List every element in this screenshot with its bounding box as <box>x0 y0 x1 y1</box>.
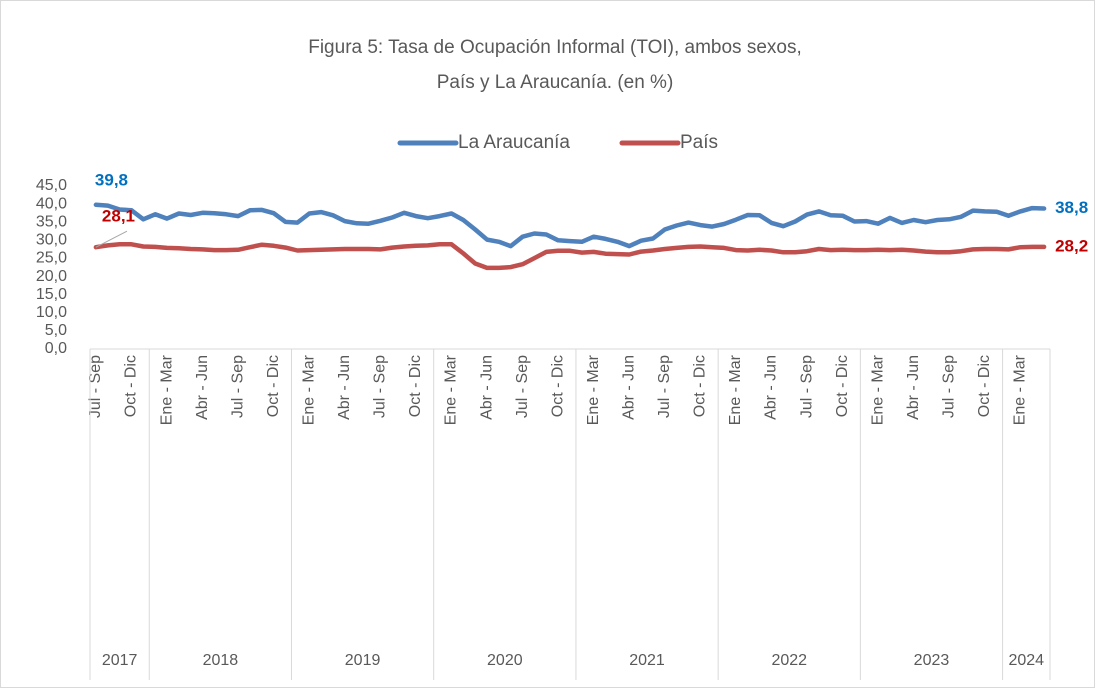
year-label: 2018 <box>203 652 239 669</box>
data-label: 39,8 <box>95 170 128 189</box>
y-tick-label: 40,0 <box>36 195 67 212</box>
year-label: 2023 <box>914 652 950 669</box>
x-tick-label: Abr - Jun <box>905 355 922 420</box>
x-tick-label: Jul - Sep <box>87 355 104 418</box>
x-tick-label: Oct - Dic <box>407 355 424 417</box>
y-tick-label: 25,0 <box>36 250 67 267</box>
x-tick-label: Oct - Dic <box>123 355 140 417</box>
legend-label: País <box>680 132 718 153</box>
x-tick-label: Ene - Mar <box>158 354 175 425</box>
series-line <box>93 202 1047 249</box>
y-tick-label: 35,0 <box>36 213 67 230</box>
x-tick-label: Oct - Dic <box>265 355 282 417</box>
y-tick-label: 10,0 <box>36 304 67 321</box>
year-label: 2022 <box>771 652 807 669</box>
leader-line <box>95 230 128 248</box>
year-label: 2024 <box>1008 652 1044 669</box>
x-tick-label: Oct - Dic <box>834 355 851 417</box>
y-tick-label: 5,0 <box>45 322 67 339</box>
year-label: 2017 <box>102 652 138 669</box>
chart-title: País y La Araucanía. (en %) <box>437 72 674 93</box>
x-tick-label: Abr - Jun <box>763 355 780 420</box>
x-tick-label: Jul - Sep <box>656 355 673 418</box>
y-tick-label: 0,0 <box>45 340 67 357</box>
x-tick-label: Abr - Jun <box>478 355 495 420</box>
x-tick-label: Jul - Sep <box>372 355 389 418</box>
x-tick-label: Oct - Dic <box>549 355 566 417</box>
data-label: 38,8 <box>1055 198 1088 217</box>
x-tick-label: Jul - Sep <box>229 355 246 418</box>
x-tick-label: Abr - Jun <box>194 355 211 420</box>
chart-title: Figura 5: Tasa de Ocupación Informal (TO… <box>308 37 802 58</box>
x-tick-label: Oct - Dic <box>976 355 993 417</box>
y-tick-label: 45,0 <box>36 177 67 194</box>
year-label: 2020 <box>487 652 523 669</box>
x-tick-label: Ene - Mar <box>869 354 886 425</box>
data-label: 28,1 <box>102 207 135 226</box>
y-tick-label: 15,0 <box>36 286 67 303</box>
x-tick-label: Jul - Sep <box>514 355 531 418</box>
year-label: 2021 <box>629 652 665 669</box>
x-tick-label: Ene - Mar <box>1012 354 1029 425</box>
data-label: 28,2 <box>1055 236 1088 255</box>
series-line <box>93 242 1047 271</box>
x-tick-label: Ene - Mar <box>585 354 602 425</box>
x-tick-label: Jul - Sep <box>940 355 957 418</box>
x-tick-label: Jul - Sep <box>798 355 815 418</box>
x-tick-label: Ene - Mar <box>727 354 744 425</box>
year-label: 2019 <box>345 652 381 669</box>
y-tick-label: 20,0 <box>36 268 67 285</box>
y-tick-label: 30,0 <box>36 232 67 249</box>
legend-label: La Araucanía <box>458 132 570 153</box>
x-tick-label: Ene - Mar <box>443 354 460 425</box>
x-tick-label: Oct - Dic <box>692 355 709 417</box>
x-tick-label: Ene - Mar <box>300 354 317 425</box>
x-tick-label: Abr - Jun <box>336 355 353 420</box>
x-tick-label: Abr - Jun <box>620 355 637 420</box>
